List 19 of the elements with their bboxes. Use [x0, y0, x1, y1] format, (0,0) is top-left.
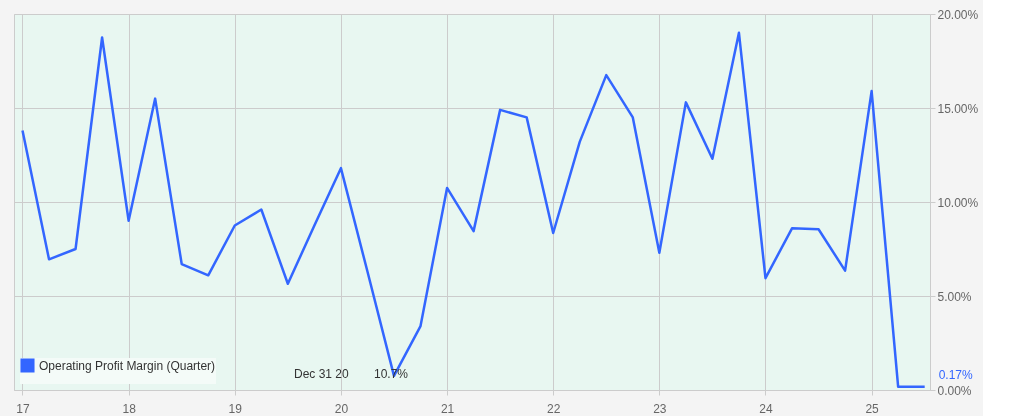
annotation: 0.17% [938, 367, 974, 382]
y-tick-label: 10.00% [937, 195, 979, 210]
x-tick-label: 19 [228, 401, 243, 416]
x-tick-label: 20 [334, 401, 349, 416]
y-tick-label: 5.00% [937, 289, 972, 304]
y-tick-label: 0.00% [937, 383, 972, 398]
line-series [21, 31, 926, 389]
x-tick-label: 21 [440, 401, 455, 416]
y-tick-label: 15.00% [937, 101, 979, 116]
x-tick-label: 17 [16, 401, 30, 416]
y-tick-label: 20.00% [937, 7, 979, 22]
annotation: Dec 31 20 [294, 367, 350, 381]
legend-label: Operating Profit Margin (Quarter) [39, 358, 216, 373]
x-tick-label: 23 [653, 401, 667, 416]
x-tick-label: 24 [759, 401, 773, 416]
annotation: 10.7% [374, 367, 409, 381]
x-tick-label: 25 [865, 401, 880, 416]
x-tick-label: 22 [547, 401, 561, 416]
x-tick-label: 18 [122, 401, 137, 416]
